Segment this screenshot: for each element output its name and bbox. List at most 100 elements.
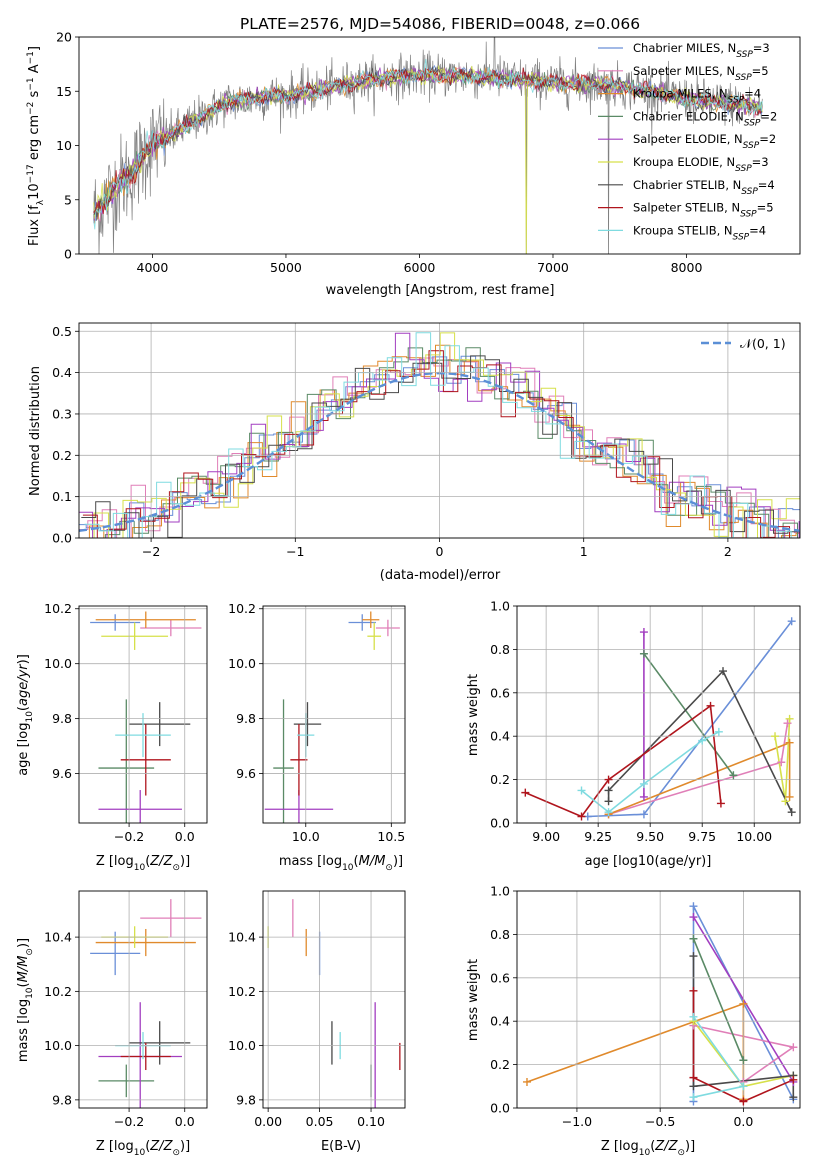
weight-line xyxy=(607,669,793,813)
mass-z-xlabel-part: ⊙ xyxy=(172,1148,180,1158)
weight-marker xyxy=(729,771,738,780)
weight-age-ytick-label: 0.6 xyxy=(490,685,510,700)
weight-line xyxy=(643,653,735,776)
age-z-ylabel-part: age/yr xyxy=(16,663,31,706)
weight-z-frame xyxy=(516,890,801,1109)
legend-entry-label-part: SSP xyxy=(733,232,750,242)
legend-entry-label-part: Kroupa STELIB, N xyxy=(633,223,733,237)
weight-line xyxy=(692,990,794,1103)
weight-z-xtick-label: −0.5 xyxy=(645,1114,675,1129)
age-z-xlabel-part: ( xyxy=(145,854,150,869)
mass-z-xlabel-part: 10 xyxy=(134,1148,146,1158)
age-mass-ytick-label: 10.0 xyxy=(228,656,256,671)
age-mass-ytick-label: 9.8 xyxy=(236,711,256,726)
mass-ebv-frame xyxy=(262,890,406,1109)
data-spectrum-line xyxy=(93,37,763,254)
weight-age-xtick-label: 10.00 xyxy=(736,829,772,844)
spectrum-ylabel-part: λ xyxy=(36,199,46,205)
age-z-ytick-label: 9.8 xyxy=(52,711,72,726)
weight-age-ytick-label: 0.2 xyxy=(490,772,510,787)
mass-z-ytick-label: 10.4 xyxy=(44,930,72,945)
age-z-plot xyxy=(90,611,202,823)
weight-marker xyxy=(785,738,794,747)
age-z-frame xyxy=(78,605,208,824)
age-z-ytick-label: 10.0 xyxy=(44,656,72,671)
hist-xtick-label: 2 xyxy=(724,544,732,559)
mass-z-xtick-label: −0.2 xyxy=(114,1114,144,1129)
legend-entry-label-part: SSP xyxy=(741,187,758,197)
hist-xtick-label: 0 xyxy=(436,544,444,559)
age-mass-xtick-label: 10.0 xyxy=(292,829,320,844)
age-z-ylabel-part: )] xyxy=(16,654,31,664)
spectrum-xlabel: wavelength [Angstrom, rest frame] xyxy=(326,283,555,298)
weight-age-ytick-label: 1.0 xyxy=(490,599,510,614)
histogram-step xyxy=(82,350,800,538)
ebv-xlabel: E(B-V) xyxy=(321,1139,361,1154)
mass-z-xlabel-part: Z/Z xyxy=(149,1139,173,1154)
hist-ytick-label: 0.3 xyxy=(52,406,72,421)
legend-entry-label: Chabrier MILES, NSSP=3 xyxy=(633,41,770,60)
weight-marker xyxy=(714,727,723,736)
spectrum-ylabel-part: −2 xyxy=(26,102,36,115)
spectrum-xtick-label: 4000 xyxy=(137,260,169,275)
legend-entry-label-part: SSP xyxy=(735,164,752,174)
mass-z-ylabel-part: M/M xyxy=(16,956,31,983)
weight-marker xyxy=(604,786,613,795)
weight-marker xyxy=(777,758,786,767)
spectrum-ylabel-part: erg cm xyxy=(27,115,42,164)
legend-entry-label: Salpeter ELODIE, NSSP=2 xyxy=(633,132,776,151)
age-z-xlabel-part: ⊙ xyxy=(172,863,180,873)
age-z-xlabel-part: Z/Z xyxy=(149,854,173,869)
mass-z-ytick-label: 10.0 xyxy=(44,1038,72,1053)
histogram-step xyxy=(79,332,800,538)
weight-marker xyxy=(639,628,648,637)
age-z-xlabel: Z [log10(Z/Z⊙)] xyxy=(96,854,190,873)
histogram-step xyxy=(84,332,800,538)
weight-marker xyxy=(639,779,648,788)
weight-age-xlabel: age [log10(age/yr)] xyxy=(585,854,712,869)
mass-z-frame xyxy=(78,890,208,1109)
legend-entry-label: Chabrier ELODIE, NSSP=2 xyxy=(633,109,777,128)
weight-marker xyxy=(639,810,648,819)
weight-marker xyxy=(639,792,648,801)
age-mass-xlabel-part: )] xyxy=(393,854,403,869)
legend-entry-label-part: SSP xyxy=(728,96,745,106)
age-mass-ytick-label: 10.2 xyxy=(228,601,256,616)
model-spectrum-line xyxy=(93,66,763,225)
legend-entry-label-part: SSP xyxy=(740,210,757,220)
legend-entry-label-part: =4 xyxy=(758,178,775,192)
mass-z-ylabel: mass [log10(M/M⊙)] xyxy=(16,938,35,1062)
histogram-step xyxy=(79,347,800,538)
spectrum-ytick-label: 5 xyxy=(64,192,72,207)
age-mass-xtick-label: 10.5 xyxy=(377,829,405,844)
mass-z-ylabel-part: 10 xyxy=(25,987,35,999)
age-z-axes: −0.2 0.0 9.6 9.8 10.0 10.2 xyxy=(44,601,208,844)
weight-z-ytick-label: 0.6 xyxy=(490,970,510,985)
weight-age-ytick-label: 0.4 xyxy=(490,729,510,744)
mass-z-ylabel-part: ( xyxy=(16,982,31,987)
weight-z-ytick-label: 0.2 xyxy=(490,1057,510,1072)
weight-z-axes: −1.0 −0.5 0.0 0.0 0.2 0.4 0.6 0.8 1.0 xyxy=(490,884,801,1129)
legend-entry-label-part: SSP xyxy=(736,50,753,60)
spectrum-ylabel-part: Flux [f xyxy=(27,205,42,246)
age-mass-xlabel-part: mass [log xyxy=(279,854,342,869)
weight-z-xlabel-part: ⊙ xyxy=(677,1148,685,1158)
weight-marker xyxy=(689,1073,698,1082)
spectrum-ytick-label: 10 xyxy=(56,138,72,153)
weight-line xyxy=(692,938,745,1061)
spectrum-ylabel-part: −1 xyxy=(26,77,36,90)
mass-z-xlabel-part: )] xyxy=(180,1139,190,1154)
spectrum-ytick-label: 20 xyxy=(56,30,72,45)
weight-z-xlabel-part: 10 xyxy=(639,1148,651,1158)
legend-entry-label-part: =4 xyxy=(749,223,766,237)
weight-marker xyxy=(604,775,613,784)
hist-xlabel: (data-model)/error xyxy=(380,568,501,583)
weight-marker xyxy=(771,732,780,741)
hist-ylabel: Normed distribution xyxy=(28,366,43,496)
mass-z-ytick-label: 10.2 xyxy=(44,984,72,999)
weight-marker xyxy=(716,799,725,808)
age-z-ylabel-part: ( xyxy=(16,706,31,711)
weight-marker xyxy=(689,913,698,922)
legend-entry-label-part: SSP xyxy=(744,118,761,128)
